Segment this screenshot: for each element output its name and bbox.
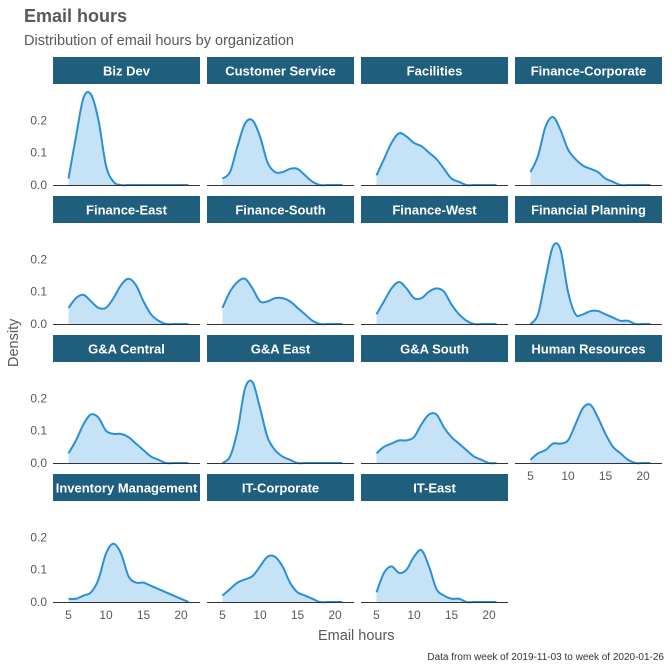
density-area-ganda-south: [376, 413, 497, 464]
facet-strip-human-resources: [515, 335, 662, 362]
facet-strip-biz-dev: [53, 57, 200, 84]
x-tick-label: 10: [407, 608, 421, 622]
y-tick-label: 0.1: [30, 424, 47, 438]
density-area-ganda-central: [68, 414, 189, 464]
x-tick-label: 15: [137, 608, 151, 622]
y-tick-label: 0.0: [30, 456, 47, 470]
x-tick-label: 15: [599, 469, 613, 483]
density-area-finance-east: [68, 278, 189, 325]
facet-strip-finance-west: [361, 196, 508, 223]
facet-strip-ganda-east: [207, 335, 354, 362]
y-tick-label: 0.0: [30, 595, 47, 609]
x-tick-label: 10: [253, 608, 267, 622]
y-tick-label: 0.2: [30, 252, 47, 266]
density-area-it-east: [376, 549, 497, 603]
facet-strip-finance-corporate: [515, 57, 662, 84]
x-tick-label: 15: [291, 608, 305, 622]
facet-title-ganda-east: G&A East: [251, 342, 311, 357]
facet-title-biz-dev: Biz Dev: [103, 64, 151, 79]
x-tick-label: 5: [65, 608, 72, 622]
y-tick-label: 0.2: [30, 391, 47, 405]
facet-strip-customer-service: [207, 57, 354, 84]
x-tick-label: 15: [445, 608, 459, 622]
density-area-ganda-east: [222, 380, 343, 464]
density-area-biz-dev: [68, 91, 189, 186]
y-tick-label: 0.0: [30, 178, 47, 192]
chart-caption: Data from week of 2019-11-03 to week of …: [427, 652, 664, 663]
facet-strip-finance-east: [53, 196, 200, 223]
density-area-finance-south: [222, 278, 343, 325]
y-tick-label: 0.1: [30, 285, 47, 299]
density-line-ganda-south: [375, 412, 497, 465]
facet-strip-it-corporate: [207, 474, 354, 501]
facet-strip-financial-planning: [515, 196, 662, 223]
y-tick-label: 0.1: [30, 146, 47, 160]
x-tick-label: 20: [174, 608, 188, 622]
density-area-it-corporate: [222, 555, 343, 603]
facet-title-financial-planning: Financial Planning: [531, 203, 646, 218]
facet-strip-inventory-management: [53, 474, 200, 501]
facet-title-finance-south: Finance-South: [235, 203, 325, 218]
x-tick-label: 10: [561, 469, 575, 483]
x-tick-label: 20: [636, 469, 650, 483]
facet-strip-ganda-south: [361, 335, 508, 362]
facet-strip-finance-south: [207, 196, 354, 223]
x-tick-label: 10: [99, 608, 113, 622]
facet-strip-it-east: [361, 474, 508, 501]
density-area-finance-west: [376, 281, 497, 325]
facet-title-inventory-management: Inventory Management: [56, 481, 198, 496]
density-area-financial-planning: [530, 243, 651, 325]
facet-title-it-east: IT-East: [413, 481, 456, 496]
facet-title-finance-west: Finance-West: [392, 203, 477, 218]
facet-title-finance-corporate: Finance-Corporate: [531, 64, 647, 79]
y-tick-label: 0.2: [30, 113, 47, 127]
density-line-human-resources: [529, 403, 651, 465]
y-tick-label: 0.2: [30, 530, 47, 544]
facet-title-ganda-south: G&A South: [400, 342, 469, 357]
facet-title-ganda-central: G&A Central: [88, 342, 165, 357]
density-line-financial-planning: [529, 242, 651, 326]
density-area-finance-corporate: [530, 117, 651, 186]
facet-title-finance-east: Finance-East: [86, 203, 168, 218]
facet-title-it-corporate: IT-Corporate: [242, 481, 319, 496]
facet-strip-ganda-central: [53, 335, 200, 362]
facet-strip-facilities: [361, 57, 508, 84]
density-area-inventory-management: [68, 543, 189, 602]
y-tick-label: 0.1: [30, 563, 47, 577]
x-tick-label: 20: [328, 608, 342, 622]
density-area-customer-service: [222, 119, 343, 186]
chart-subtitle: Distribution of email hours by organizat…: [24, 33, 294, 49]
x-axis-label: Email hours: [318, 628, 395, 644]
x-tick-label: 5: [373, 608, 380, 622]
density-line-inventory-management: [68, 542, 189, 603]
facet-title-human-resources: Human Resources: [531, 342, 645, 357]
y-tick-label: 0.0: [30, 317, 47, 331]
facet-title-customer-service: Customer Service: [225, 64, 336, 79]
x-tick-label: 5: [219, 608, 226, 622]
x-tick-label: 5: [527, 469, 534, 483]
density-area-human-resources: [530, 404, 651, 464]
x-tick-label: 20: [482, 608, 496, 622]
facet-title-facilities: Facilities: [407, 64, 463, 79]
chart-title: Email hours: [24, 6, 128, 26]
